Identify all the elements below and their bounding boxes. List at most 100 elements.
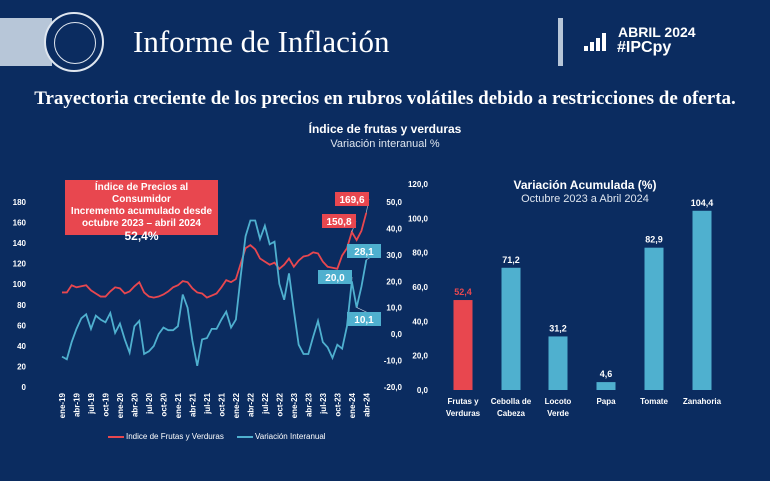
header-divider: [558, 18, 563, 66]
bar-axis-tick: 80,0: [412, 249, 428, 258]
legend-item-variation: Variación Interanual: [237, 432, 326, 441]
right-axis-tick: 30,0: [386, 251, 402, 260]
bar-chart-icon: [584, 33, 606, 51]
x-axis-tick: oct-21: [217, 392, 226, 416]
left-axis-tick: 100: [13, 280, 27, 289]
left-axis-tick: 40: [17, 342, 26, 351]
x-axis-tick: ene-19: [58, 392, 67, 418]
line-chart-title: Índice de frutas y verduras: [308, 122, 462, 136]
bar: [453, 300, 473, 390]
right-axis-tick: 10,0: [386, 304, 402, 313]
legend-label: Indice de Frutas y Verduras: [126, 432, 224, 441]
x-axis-tick: oct-20: [159, 392, 168, 416]
bar-category-label: Verduras: [446, 409, 481, 418]
data-label-box: [322, 214, 356, 228]
x-axis-tick: abr-23: [304, 392, 313, 417]
page-title: Informe de Inflación: [133, 24, 390, 59]
right-axis-tick: 50,0: [386, 198, 402, 207]
bar-category-label: Frutas y: [447, 397, 479, 406]
x-axis-tick: oct-19: [101, 392, 110, 416]
right-axis-tick: -20,0: [384, 383, 403, 392]
left-axis-tick: 120: [13, 260, 27, 269]
x-axis-tick: ene-22: [232, 392, 241, 418]
data-label-box: [335, 192, 369, 206]
legend-label: Variación Interanual: [255, 432, 326, 441]
bar: [501, 267, 521, 390]
headline: Trayectoria creciente de los precios en …: [34, 88, 736, 109]
x-axis-tick: oct-23: [333, 392, 342, 416]
hashtag: #IPCpy: [617, 39, 672, 56]
bar: [644, 247, 664, 390]
bar-axis-tick: 100,0: [408, 214, 429, 223]
data-label: 10,1: [354, 315, 374, 326]
x-axis-tick: jul-23: [319, 392, 328, 414]
x-axis-tick: ene-20: [116, 392, 125, 418]
x-axis-tick: ene-21: [174, 392, 183, 418]
left-axis-tick: 20: [17, 362, 26, 371]
bar-axis-tick: 40,0: [412, 317, 428, 326]
data-label: 20,0: [325, 273, 345, 284]
central-bank-logo: [44, 12, 104, 72]
left-axis-tick: 0: [22, 383, 27, 392]
data-label-box: [347, 312, 381, 326]
callout-line3: octubre 2023 – abril 2024: [82, 218, 201, 229]
bar-category-label: Tomate: [640, 397, 668, 406]
x-axis-tick: abr-21: [188, 392, 197, 417]
data-label: 150,8: [326, 217, 351, 228]
bar-value-label: 4,6: [600, 369, 613, 379]
callout-line1: Índice de Precios al Consumidor: [94, 182, 189, 205]
bar-axis-tick: 0,0: [417, 386, 429, 395]
report-date: ABRIL 2024: [618, 24, 696, 40]
bar-category-label: Verde: [547, 409, 569, 418]
x-axis-tick: abr-24: [362, 392, 371, 417]
x-axis-tick: jul-22: [261, 392, 270, 414]
x-axis-tick: oct-22: [275, 392, 284, 416]
bar-value-label: 104,4: [691, 198, 714, 208]
cpi-callout: Índice de Precios al Consumidor Incremen…: [65, 180, 218, 242]
bar-value-label: 52,4: [454, 287, 472, 297]
bar-category-label: Cabeza: [497, 409, 526, 418]
bar-axis-tick: 60,0: [412, 283, 428, 292]
data-label-box: [347, 244, 381, 258]
left-axis-tick: 160: [13, 219, 27, 228]
callout-value: 52,4%: [124, 229, 159, 243]
bar-category-label: Locoto: [545, 397, 572, 406]
bar: [548, 336, 568, 390]
x-axis-tick: abr-22: [246, 392, 255, 417]
bar-category-label: Papa: [596, 397, 616, 406]
x-axis-tick: jul-19: [87, 392, 96, 414]
line-chart-subtitle: Variación interanual %: [330, 138, 440, 150]
callout-line2: Incremento acumulado desde: [70, 206, 213, 217]
x-axis-tick: ene-23: [290, 392, 299, 418]
right-axis-tick: -10,0: [384, 357, 403, 366]
x-axis-tick: abr-19: [72, 392, 81, 417]
data-label: 28,1: [354, 247, 374, 258]
bar-value-label: 71,2: [502, 255, 520, 265]
legend-item-index: Indice de Frutas y Verduras: [108, 432, 224, 441]
bar-category-label: Zanahoria: [683, 397, 722, 406]
left-axis-tick: 180: [13, 198, 27, 207]
bar-chart-title: Variación Acumulada (%): [513, 178, 657, 192]
header-accent-strip: [0, 18, 52, 66]
bar-category-label: Cebolla de: [491, 397, 532, 406]
left-axis-tick: 60: [17, 321, 26, 330]
bar: [596, 382, 616, 390]
x-axis-tick: jul-20: [145, 392, 154, 414]
bar-axis-tick: 120,0: [408, 180, 429, 189]
data-label: 169,6: [339, 195, 364, 206]
bar: [692, 210, 712, 390]
bar-value-label: 82,9: [645, 235, 663, 245]
bar-value-label: 31,2: [549, 323, 567, 333]
bar-chart-subtitle: Octubre 2023 a Abril 2024: [521, 193, 649, 205]
right-axis-tick: 40,0: [386, 224, 402, 233]
left-axis-tick: 80: [17, 301, 26, 310]
data-label-box: [318, 270, 352, 284]
left-axis-tick: 140: [13, 239, 27, 248]
x-axis-tick: abr-20: [130, 392, 139, 417]
bar-axis-tick: 20,0: [412, 352, 428, 361]
right-axis-tick: 20,0: [386, 277, 402, 286]
right-axis-tick: 0,0: [391, 330, 403, 339]
index-line: [62, 212, 368, 299]
x-axis-tick: ene-24: [348, 392, 357, 418]
